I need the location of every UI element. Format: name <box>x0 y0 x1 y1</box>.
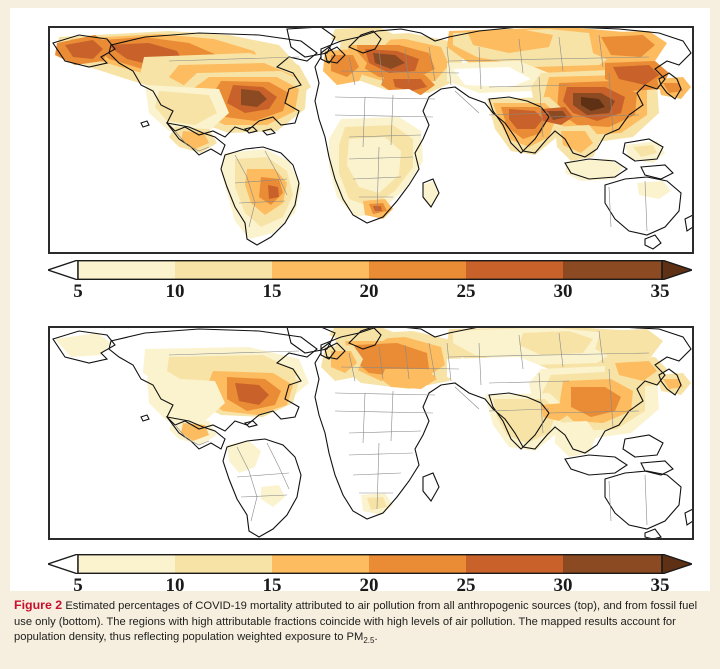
colorbar-bands-bottom <box>78 554 662 574</box>
colorbar-tick-35: 35 <box>650 575 670 596</box>
coastlines-bottom <box>52 327 693 539</box>
colorbar-over-arrow <box>661 260 692 280</box>
colorbar-ticks-bottom: 5 10 15 20 25 30 35 <box>48 575 692 599</box>
field-europe-top <box>323 27 463 95</box>
field-south-america-bottom <box>227 441 285 507</box>
field-north-america-bottom <box>55 333 309 445</box>
field-australia-bottom <box>605 473 681 527</box>
colorbar-tick-30: 30 <box>553 281 573 302</box>
colorbar-tick-15: 15 <box>262 281 282 302</box>
figure-caption-text: Estimated percentages of COVID-19 mortal… <box>14 600 698 644</box>
country-borders-bottom <box>168 330 650 526</box>
field-russia-top <box>447 27 667 93</box>
colorbar-tick-35: 35 <box>650 281 670 302</box>
field-russia-bottom <box>447 327 663 389</box>
field-east-asia-bottom <box>529 357 691 439</box>
country-borders-top <box>168 34 650 232</box>
colorbar-ticks-top: 5 10 15 20 25 30 35 <box>48 281 692 305</box>
colorbar-under-arrow <box>48 260 79 280</box>
colorbar-bottom: 5 10 15 20 25 30 35 <box>48 554 692 598</box>
colorbar-tick-20: 20 <box>359 575 379 596</box>
colorbar-tick-20: 20 <box>359 281 379 302</box>
field-africa-top <box>329 89 439 219</box>
colorbar-tick-10: 10 <box>165 575 185 596</box>
figure-caption-text-end: . <box>374 631 378 644</box>
colorbar-top-svg <box>48 260 692 280</box>
map-canvas-bottom <box>49 327 693 539</box>
figure-caption: Figure 2 Estimated percentages of COVID-… <box>14 598 706 649</box>
colorbar-tick-25: 25 <box>456 575 476 596</box>
map-canvas-top <box>49 27 693 253</box>
figure-caption-subscript: 2.5 <box>363 636 375 646</box>
colorbar-tick-30: 30 <box>553 575 573 596</box>
figure-panel: 5 10 15 20 25 30 35 <box>10 8 710 596</box>
coastlines-top <box>52 27 693 250</box>
colorbar-tick-25: 25 <box>456 281 476 302</box>
colorbar-tick-5: 5 <box>73 281 83 302</box>
colorbar-tick-10: 10 <box>165 281 185 302</box>
colorbar-tick-15: 15 <box>262 575 282 596</box>
map-panel-bottom <box>48 326 694 540</box>
world-map-top-svg <box>49 27 693 253</box>
colorbar-bottom-svg <box>48 554 692 574</box>
world-map-bottom-svg <box>49 327 693 539</box>
field-europe-bottom <box>321 327 463 389</box>
colorbar-under-arrow <box>48 554 79 574</box>
figure-label: Figure 2 <box>14 598 63 612</box>
colorbar-bands-top <box>78 260 662 280</box>
colorbar-over-arrow <box>661 554 692 574</box>
map-panel-top <box>48 26 694 254</box>
colorbar-tick-5: 5 <box>73 575 83 596</box>
colorbar-top: 5 10 15 20 25 30 35 <box>48 260 692 304</box>
field-sea-bottom <box>555 421 619 477</box>
